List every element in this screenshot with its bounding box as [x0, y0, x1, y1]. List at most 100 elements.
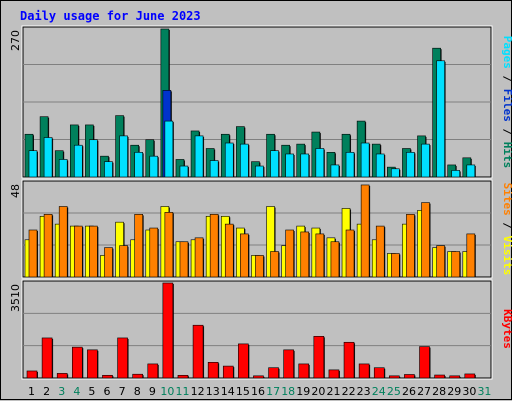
series-label-part: Hits [501, 142, 512, 169]
panel-highlight [21, 25, 493, 179]
series-label-part: / [501, 69, 512, 89]
sites-bar [73, 225, 83, 278]
panel-highlight [21, 179, 493, 279]
sites-bar [119, 245, 128, 278]
sites-bar [466, 233, 476, 278]
kbytes-bar [283, 349, 294, 379]
day-label: 23 [357, 385, 371, 398]
sites-bar [164, 212, 174, 278]
series-label-part: KBytes [501, 309, 512, 349]
pages-bar [255, 165, 264, 178]
sites-bar [255, 255, 264, 278]
series-label-part: Visits [501, 236, 512, 276]
top-ymax-label: 270 [9, 30, 22, 51]
pages-bar [375, 153, 385, 178]
top-series-label: Pages / Files / Hits [501, 36, 512, 169]
day-label: 12 [191, 385, 205, 398]
day-label: 6 [104, 385, 111, 398]
kbytes-bar [87, 349, 98, 379]
bottom-series-label: KBytes [501, 309, 512, 349]
kbytes-bar [26, 370, 38, 379]
pages-bar [119, 135, 128, 178]
kbytes-bar [177, 374, 189, 379]
middle-ymax-label: 48 [9, 184, 22, 198]
sites-bar [240, 233, 249, 278]
middle-series-label: Sites / Visits [501, 183, 512, 276]
pages-bar [300, 153, 310, 178]
sites-bar [406, 214, 415, 278]
day-label: 28 [432, 385, 446, 398]
sites-bar [149, 227, 159, 278]
kbytes-bar [268, 367, 279, 379]
kbytes-bar [238, 343, 249, 379]
pages-bar [466, 164, 476, 178]
sites-bar [300, 231, 310, 278]
day-label: 4 [73, 385, 80, 398]
kbytes-bar [389, 375, 400, 379]
sites-bar [209, 214, 219, 278]
day-label: 1 [28, 385, 35, 398]
pages-bar [285, 153, 294, 178]
sites-bar [451, 251, 461, 278]
series-label-part: Files [501, 89, 512, 122]
bottom-panel: 3510 [9, 279, 493, 380]
day-label: 31 [477, 385, 491, 398]
day-label: 30 [462, 385, 476, 398]
pages-bar [149, 155, 159, 178]
kbytes-bar [464, 373, 476, 379]
sites-bar [330, 241, 340, 278]
pages-bar [28, 150, 38, 178]
kbytes-bar [373, 367, 385, 379]
kbytes-bar [132, 373, 143, 379]
kbytes-bar [298, 363, 310, 379]
pages-bar [179, 165, 189, 178]
kbytes-bar [222, 365, 234, 379]
day-label: 8 [134, 385, 141, 398]
day-label: 10 [160, 385, 174, 398]
sites-bar [285, 229, 294, 278]
series-label-part: / [501, 216, 512, 236]
panel-background [22, 280, 492, 379]
day-label: 16 [251, 385, 265, 398]
day-label: 19 [296, 385, 310, 398]
pages-bar [421, 143, 430, 178]
kbytes-bar [404, 374, 415, 379]
sites-bar [360, 184, 370, 278]
sites-bar [89, 225, 98, 278]
day-label: 18 [281, 385, 295, 398]
kbytes-bar [358, 363, 370, 379]
sites-bar [345, 229, 355, 278]
series-label-part: Sites [501, 183, 512, 216]
day-label: 24 [372, 385, 386, 398]
day-label: 2 [43, 385, 50, 398]
pages-bar [360, 142, 370, 178]
sites-bar [421, 202, 430, 278]
pages-bar [270, 150, 279, 178]
kbytes-bar [162, 282, 174, 379]
kbytes-bar [207, 362, 219, 379]
pages-bar [406, 152, 415, 178]
kbytes-bar [343, 341, 355, 379]
pages-bar [73, 144, 83, 178]
pages-bar [224, 142, 234, 178]
series-label-part: / [501, 122, 512, 142]
series-label-part: Pages [501, 36, 512, 69]
pages-bar [164, 120, 174, 178]
pages-bar [43, 137, 53, 178]
day-label: 15 [236, 385, 250, 398]
sites-bar [194, 237, 204, 278]
sites-bar [134, 214, 143, 278]
pages-bar [240, 143, 249, 178]
kbytes-bar [102, 374, 113, 379]
pages-bar [315, 148, 325, 178]
day-label: 17 [266, 385, 280, 398]
day-label: 27 [417, 385, 431, 398]
kbytes-bar [147, 363, 159, 379]
sites-bar [375, 225, 385, 278]
kbytes-bar [71, 346, 83, 379]
chart-title: Daily usage for June 2023 [20, 9, 201, 23]
bottom-ymax-label: 3510 [9, 284, 22, 312]
day-label: 5 [88, 385, 95, 398]
